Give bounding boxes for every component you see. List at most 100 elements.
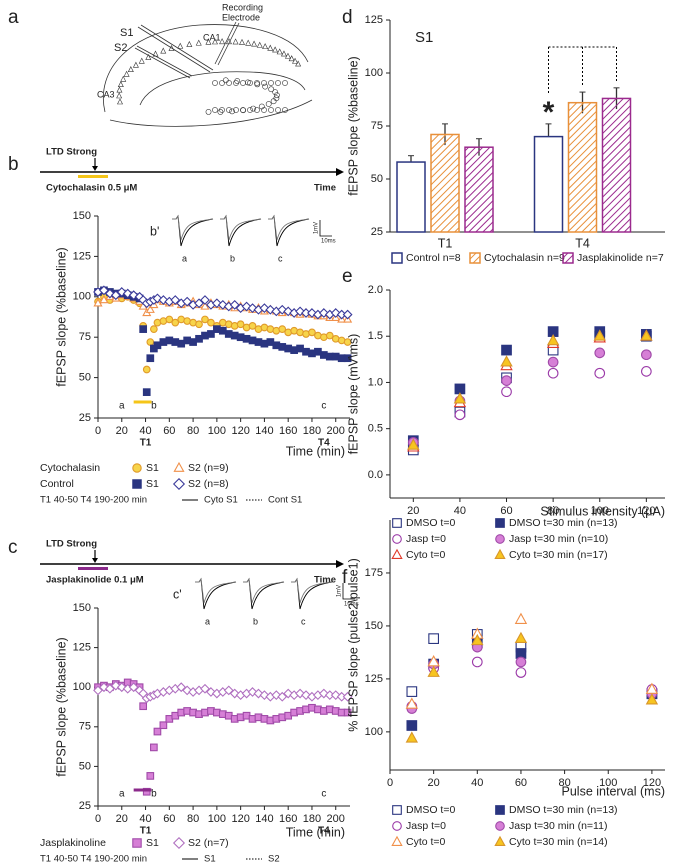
legend-label: DMSO t=30 min (n=13) bbox=[509, 517, 618, 529]
cell bbox=[268, 107, 274, 113]
label: Electrode bbox=[222, 12, 260, 22]
trace bbox=[291, 577, 333, 604]
cell bbox=[205, 38, 212, 45]
legend-marker bbox=[495, 534, 505, 544]
bar bbox=[430, 133, 460, 233]
cell bbox=[272, 89, 279, 96]
point bbox=[146, 338, 155, 346]
electrode bbox=[134, 47, 191, 79]
x-tick-label: 20 bbox=[116, 813, 128, 825]
x-tick-label: T4 bbox=[575, 236, 590, 250]
x-tick-label: 140 bbox=[255, 813, 273, 825]
legend-label: Jasp t=0 bbox=[406, 820, 446, 832]
legend-label: Cont S1 bbox=[268, 495, 302, 506]
point bbox=[471, 656, 483, 668]
legend-marker bbox=[132, 479, 142, 489]
cell bbox=[295, 60, 302, 67]
cell bbox=[195, 39, 202, 46]
y-tick-label: 1.5 bbox=[368, 330, 383, 342]
label: Recording bbox=[222, 2, 263, 12]
point bbox=[501, 386, 512, 398]
point bbox=[195, 320, 203, 329]
trace-label: b bbox=[230, 253, 235, 263]
significance: * bbox=[543, 96, 555, 129]
point bbox=[405, 697, 419, 709]
legend-label: T1 40-50 T4 190-200 min bbox=[40, 495, 147, 506]
outline bbox=[109, 99, 313, 127]
legend-label: DMSO t=0 bbox=[406, 804, 455, 816]
legend-label: S2 (n=8) bbox=[188, 478, 229, 490]
point bbox=[594, 347, 606, 359]
point bbox=[343, 708, 352, 717]
legend-marker bbox=[494, 548, 506, 559]
x-tick-label: 180 bbox=[303, 425, 321, 437]
y-axis-label: fEPSP slope (%baseline) bbox=[346, 56, 360, 195]
point bbox=[645, 693, 659, 705]
y-tick-label: 150 bbox=[73, 210, 91, 222]
legend-marker bbox=[132, 463, 142, 473]
point bbox=[207, 330, 215, 338]
point bbox=[547, 356, 559, 368]
cell bbox=[116, 92, 123, 99]
x-tick-label: 180 bbox=[303, 813, 321, 825]
y-tick-label: 50 bbox=[79, 760, 91, 772]
point bbox=[308, 328, 316, 337]
legend-marker bbox=[391, 548, 403, 559]
label: S1 bbox=[120, 27, 133, 39]
legend-label: S1 bbox=[146, 837, 159, 849]
legend-group: Control bbox=[40, 478, 74, 490]
legend-marker bbox=[495, 821, 505, 831]
cell bbox=[177, 42, 184, 49]
point bbox=[248, 322, 257, 330]
cell bbox=[282, 80, 288, 86]
x-axis-label: Time (min) bbox=[286, 825, 345, 839]
drug-bar bbox=[78, 567, 108, 570]
y-axis-label: fEPSP slope (%baseline) bbox=[54, 637, 68, 776]
legend-swatch bbox=[562, 252, 574, 264]
scale-label: 10ms bbox=[344, 602, 359, 608]
y-tick-label: 0.0 bbox=[368, 469, 383, 481]
x-tick-label: 60 bbox=[515, 777, 527, 789]
point bbox=[546, 333, 560, 346]
cell bbox=[117, 98, 123, 105]
legend-swatch bbox=[391, 252, 403, 264]
point bbox=[547, 367, 559, 379]
x-tick-label: 40 bbox=[454, 505, 466, 517]
drug-label: Cytochalasin 0.5 μM bbox=[46, 183, 137, 194]
x-tick-label: 120 bbox=[231, 425, 249, 437]
point bbox=[207, 318, 215, 327]
cell bbox=[123, 70, 130, 77]
legend-label: Cyto t=30 min (n=14) bbox=[509, 836, 608, 848]
trace-label: c bbox=[278, 253, 283, 263]
point bbox=[150, 743, 158, 752]
legend-marker bbox=[495, 518, 505, 528]
electrode bbox=[136, 45, 193, 77]
cell bbox=[225, 38, 232, 45]
point bbox=[428, 633, 440, 644]
point bbox=[343, 338, 352, 346]
cell bbox=[232, 38, 239, 45]
annotation: c bbox=[321, 789, 326, 800]
scale-label: 1mV bbox=[337, 585, 343, 597]
time-label: Time bbox=[314, 183, 336, 194]
cell bbox=[262, 43, 269, 50]
legend-label: Cyto t=0 bbox=[406, 836, 446, 848]
cell bbox=[120, 75, 127, 82]
x-tick-label: 60 bbox=[163, 425, 175, 437]
x-tick-label: 0 bbox=[95, 425, 101, 437]
point bbox=[640, 329, 653, 341]
y-tick-label: 0.5 bbox=[368, 423, 383, 435]
point bbox=[104, 683, 115, 694]
cell bbox=[275, 80, 281, 86]
panel-letter: f bbox=[342, 567, 348, 588]
trace bbox=[172, 214, 214, 241]
cell bbox=[280, 50, 287, 57]
cell bbox=[254, 80, 260, 86]
x-tick-label: 160 bbox=[279, 425, 297, 437]
x-tick-label: 100 bbox=[208, 425, 226, 437]
legend-marker bbox=[132, 838, 142, 848]
scale-label: 10ms bbox=[321, 239, 336, 245]
time-label: Time bbox=[314, 575, 336, 586]
point bbox=[593, 329, 606, 341]
legend-label: Control n=8 bbox=[406, 252, 461, 264]
